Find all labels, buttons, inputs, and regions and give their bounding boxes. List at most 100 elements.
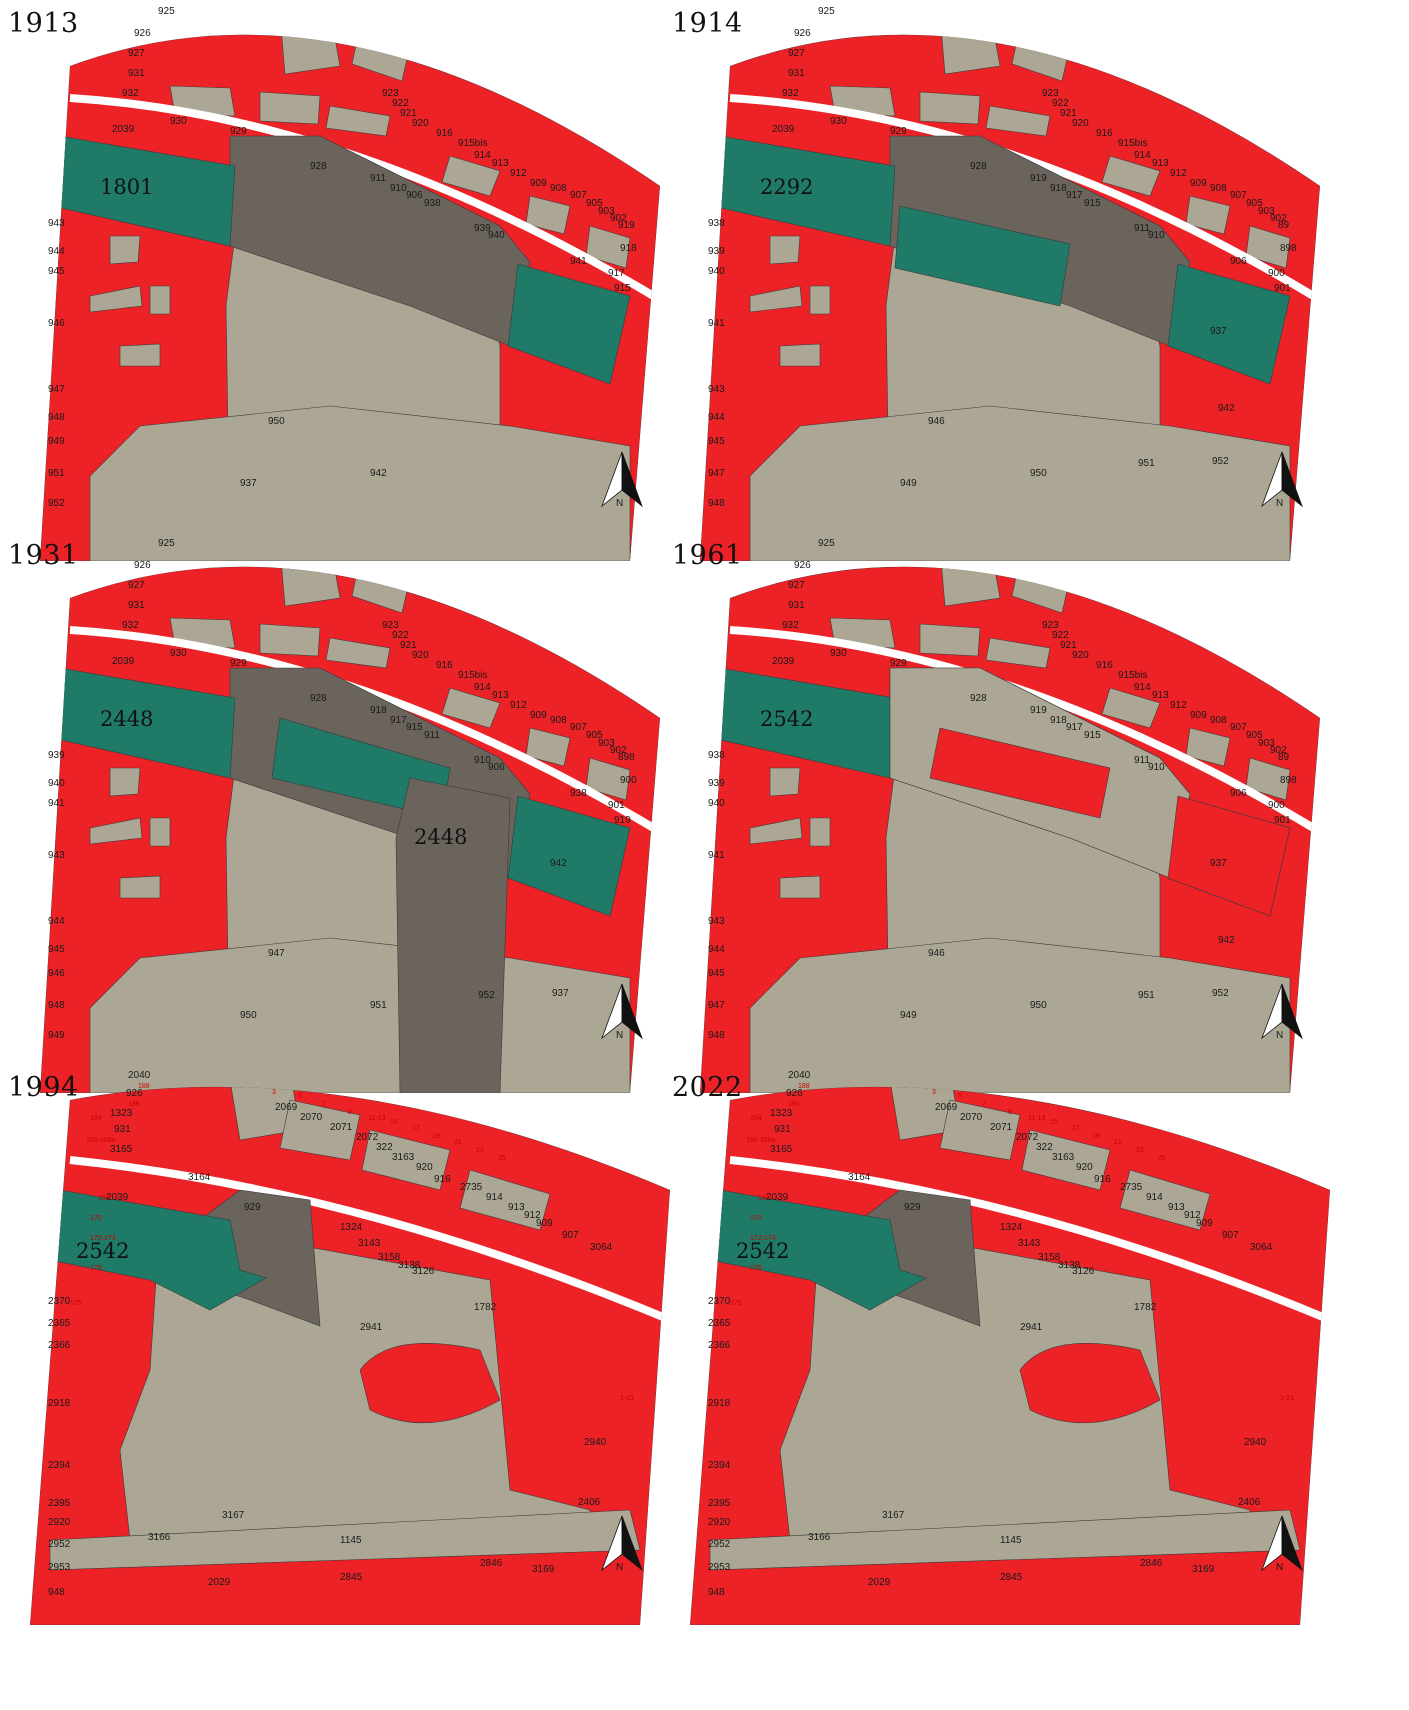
year-label-2022: 2022 <box>672 1072 743 1103</box>
lot-number: 952 <box>1212 988 1229 999</box>
block-gray-south <box>395 777 511 1093</box>
block-south <box>749 937 1291 1093</box>
building <box>585 757 631 801</box>
shed <box>749 285 803 313</box>
street-number: 7 <box>322 1101 326 1108</box>
lot-number: 949 <box>48 436 65 447</box>
lot-number: 942 <box>370 468 387 479</box>
north-arrow-icon: N <box>1261 1515 1303 1573</box>
building <box>1245 225 1291 269</box>
map-panel-1994: 2040 926 1323 931 3165 3164 2039 929 2370 2365 236… <box>30 1070 680 1625</box>
lot-number: 944 <box>48 916 65 927</box>
street-number: 166-168a <box>746 1137 776 1144</box>
lot-number: 910 <box>1148 762 1165 773</box>
lot-number: 2072 <box>356 1132 379 1143</box>
lot-number: 1145 <box>1000 1535 1022 1546</box>
lot-number: 2072 <box>1016 1132 1039 1143</box>
lot-number: 2395 <box>708 1498 731 1509</box>
north-arrow-icon: N <box>601 983 643 1041</box>
lot-number: 946 <box>48 968 65 979</box>
building <box>1185 195 1231 235</box>
lot-number: 915bis <box>458 138 487 149</box>
building <box>919 91 981 125</box>
lot-number: 943 <box>708 916 725 927</box>
lot-number: 937 <box>552 988 569 999</box>
lot-number: 2918 <box>708 1398 731 1409</box>
lot-number: 919 <box>618 220 635 231</box>
lot-number: 922 <box>392 630 409 641</box>
lot-number: 908 <box>1210 715 1227 726</box>
lot-number: 920 <box>412 118 429 129</box>
shed <box>89 817 143 845</box>
lot-number: 910 <box>474 755 491 766</box>
lot-number: 928 <box>970 693 987 704</box>
lot-number: 905 <box>586 730 603 741</box>
lot-number: 906 <box>1230 788 1247 799</box>
lot-number: 2940 <box>584 1437 607 1448</box>
lot-number: 940 <box>708 266 725 277</box>
lot-number: 927 <box>128 48 145 59</box>
lot-number: 927 <box>128 580 145 591</box>
map-panel-1914: 925 926 927 931 932 930 929 2039 928 923 922 921 920… <box>690 6 1340 561</box>
lot-number: 913 <box>1152 690 1169 701</box>
lot-number: 946 <box>48 318 65 329</box>
shed <box>809 817 831 847</box>
lot-number: 2069 <box>935 1102 958 1113</box>
lot-number: 911 <box>1134 223 1150 234</box>
lot-number: 931 <box>788 68 805 79</box>
lot-number: 948 <box>708 498 725 509</box>
lot-number: 901 <box>1274 283 1291 294</box>
map-svg: 2040926132393131653164203992923702365236… <box>690 1070 1330 1625</box>
lot-number: 940 <box>48 778 65 789</box>
lot-number: 946 <box>928 416 945 427</box>
lot-number: 900 <box>1268 268 1285 279</box>
building <box>985 637 1051 669</box>
lot-number: 920 <box>1072 650 1089 661</box>
lot-number: 939 <box>708 246 725 257</box>
lot-number: 940 <box>708 798 725 809</box>
building <box>259 623 321 657</box>
lot-number: 2365 <box>48 1318 71 1329</box>
lot-number: 922 <box>1052 630 1069 641</box>
building <box>919 623 981 657</box>
lot-number: 3169 <box>1192 1564 1215 1575</box>
lot-number: 909 <box>530 710 547 721</box>
lot-number: 926 <box>794 28 811 39</box>
street-number: 170 <box>750 1215 762 1222</box>
lot-number: 900 <box>1268 800 1285 811</box>
lot-number: 3166 <box>808 1532 831 1543</box>
lot-number: 902 <box>1270 745 1287 756</box>
lot-number: 913 <box>1168 1202 1185 1213</box>
map-svg: 925 926 927 931 932 930 929 2039 928 923922921920… <box>40 6 660 561</box>
shed <box>809 285 831 315</box>
lot-number: 932 <box>122 620 139 631</box>
north-label: N <box>1276 498 1283 509</box>
lot-number: 905 <box>1246 730 1263 741</box>
lot-number: 2845 <box>340 1572 363 1583</box>
street-number: 1-21 <box>1280 1395 1294 1402</box>
street-number: 188 <box>138 1083 150 1090</box>
lot-east-red <box>1167 795 1291 917</box>
lot-number: 948 <box>708 1587 725 1598</box>
map-svg: 925 926 927 931 932 930 929 2039 928 923922921920… <box>700 6 1320 561</box>
lot-number: 912 <box>1170 700 1187 711</box>
street-number: 168 <box>758 1195 770 1202</box>
lot-number: 908 <box>550 183 567 194</box>
lot-number: 947 <box>708 1000 725 1011</box>
lot-number: 941 <box>570 256 587 267</box>
street-number: 176 <box>750 1265 762 1272</box>
lot-number: 89 <box>1278 220 1290 231</box>
lot-number: 2846 <box>480 1558 503 1569</box>
lot-number: 926 <box>786 1088 803 1099</box>
lot-number: 2395 <box>48 1498 71 1509</box>
street-number: 11-13 <box>368 1115 385 1122</box>
lot-number: 944 <box>48 246 65 257</box>
lot-number: 950 <box>240 1010 257 1021</box>
map-svg: 2040926132393131653164203992923702365236… <box>30 1070 670 1625</box>
lot-number: 937 <box>240 478 257 489</box>
lot-number: 917 <box>1066 722 1083 733</box>
lot-number: 3167 <box>222 1510 245 1521</box>
lot-number: 929 <box>890 126 907 137</box>
building <box>985 105 1051 137</box>
street-number: 19 <box>432 1133 440 1140</box>
